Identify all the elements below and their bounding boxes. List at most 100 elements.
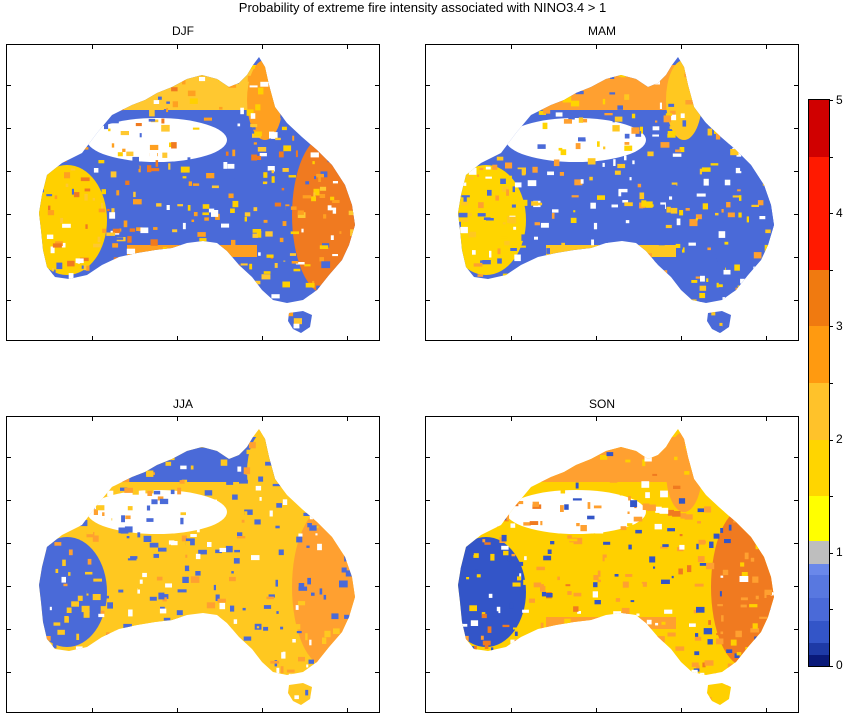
map-pixel <box>231 518 237 524</box>
map-pixel <box>104 123 109 130</box>
map-pixel <box>458 221 461 228</box>
map-pixel <box>138 436 143 439</box>
map-pixel <box>537 144 546 149</box>
map-pixel <box>186 683 190 689</box>
map-pixel <box>229 576 236 582</box>
map-pixel <box>95 293 99 296</box>
map-pixel <box>771 516 774 521</box>
frame-tick <box>426 543 430 544</box>
frame-tick <box>92 708 93 712</box>
map-pixel <box>641 659 644 665</box>
map-pixel <box>123 220 128 228</box>
frame-tick <box>766 336 767 340</box>
map-pixel <box>506 514 510 521</box>
map-pixel <box>107 435 115 440</box>
map-pixel <box>168 540 175 545</box>
map-pixel <box>173 524 181 530</box>
map-pixel <box>747 77 755 85</box>
colorbar-bin-3 <box>809 598 829 621</box>
map-pixel <box>662 658 671 662</box>
map-pixel <box>163 287 168 292</box>
frame-tick <box>426 457 430 458</box>
map-pixel <box>227 666 236 672</box>
map-pixel <box>571 195 579 198</box>
map-pixel <box>117 454 123 459</box>
map-pixel <box>540 585 546 592</box>
map-pixel <box>100 606 108 612</box>
frame-tick <box>511 336 512 340</box>
map-pixel <box>347 649 355 654</box>
map-pixel <box>705 706 712 712</box>
map-pixel <box>553 159 560 167</box>
map-pixel <box>531 689 534 695</box>
map-pixel <box>57 629 65 635</box>
map-pixel <box>203 692 213 698</box>
map-pixel <box>680 113 685 118</box>
map-pixel <box>717 604 723 607</box>
map-pixel <box>253 142 257 145</box>
map-pixel <box>485 166 491 170</box>
map-pixel <box>499 650 507 654</box>
map-pixel <box>68 549 73 556</box>
frame-tick <box>794 586 798 587</box>
map-pixel <box>695 276 700 279</box>
map-pixel <box>351 129 355 133</box>
map-pixel <box>664 270 668 275</box>
map-pixel <box>496 445 499 448</box>
map-pixel <box>763 327 771 333</box>
map-pixel <box>200 334 208 340</box>
map-pixel <box>641 200 647 207</box>
map-pixel <box>564 281 568 289</box>
map-pixel <box>308 659 314 664</box>
map-pixel <box>127 506 133 511</box>
map-pixel <box>586 640 592 648</box>
map-pixel <box>66 671 72 676</box>
map-pixel <box>726 92 733 98</box>
frame-tick <box>7 672 11 673</box>
colorbar-tick <box>829 156 833 158</box>
map-pixel <box>599 251 609 257</box>
map-pixel <box>565 584 571 587</box>
map-pixel <box>621 670 628 674</box>
frame-tick <box>681 336 682 340</box>
map-pixel <box>269 170 274 174</box>
map-pixel <box>278 151 284 158</box>
map-pixel <box>297 210 304 215</box>
map-pixel <box>685 444 688 449</box>
map-pixel <box>691 662 699 667</box>
map-pixel <box>617 105 623 110</box>
map-pixel <box>629 640 632 645</box>
colorbar-bin-11 <box>809 269 829 327</box>
map-pixel <box>354 449 355 454</box>
map-pixel <box>461 147 470 153</box>
map-pixel <box>68 445 72 450</box>
frame-tick <box>7 629 11 630</box>
map-pixel <box>534 222 540 226</box>
map-pixel <box>295 676 298 680</box>
map-pixel <box>346 57 352 61</box>
colorbar-tick <box>829 326 833 328</box>
map-pixel <box>604 557 613 564</box>
map-pixel <box>730 489 738 494</box>
map-pixel <box>744 552 749 560</box>
map-pixel <box>324 630 331 638</box>
map-pixel <box>124 487 133 493</box>
map-pixel <box>317 543 322 551</box>
frame-tick <box>7 543 11 544</box>
frame-tick <box>511 417 512 421</box>
map-pixel <box>107 88 117 94</box>
colorbar-bin-7 <box>809 496 829 542</box>
map-pixel <box>93 243 101 248</box>
map-pixel <box>79 429 88 432</box>
map-pixel <box>249 85 258 88</box>
chart-title: Probability of extreme fire intensity as… <box>238 0 607 15</box>
map-pixel <box>581 442 586 445</box>
map-pixel <box>752 576 759 583</box>
map-pixel <box>143 315 152 318</box>
frame-tick <box>177 336 178 340</box>
map-pixel <box>93 578 102 582</box>
map-pixel <box>648 305 656 310</box>
map-pixel <box>702 203 708 210</box>
map-pixel <box>149 322 153 328</box>
colorbar-label-1: 1 <box>836 545 843 559</box>
